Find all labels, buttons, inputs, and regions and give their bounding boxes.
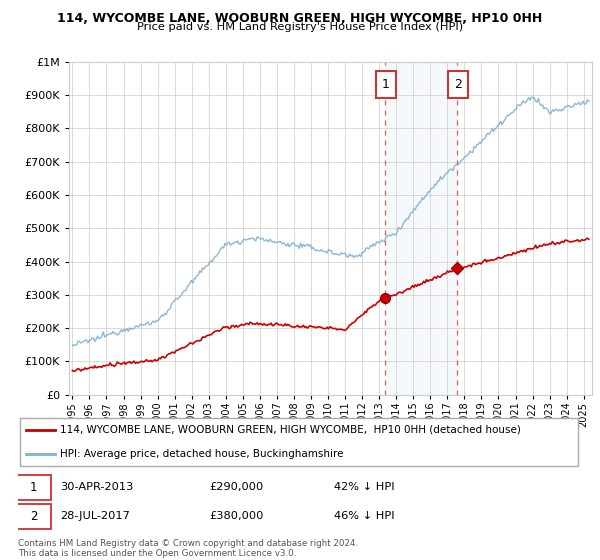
Text: Contains HM Land Registry data © Crown copyright and database right 2024.
This d: Contains HM Land Registry data © Crown c… [18,539,358,558]
Text: HPI: Average price, detached house, Buckinghamshire: HPI: Average price, detached house, Buck… [60,449,344,459]
Text: 46% ↓ HPI: 46% ↓ HPI [334,511,394,521]
FancyBboxPatch shape [376,71,396,98]
Bar [385,62,457,395]
Text: £380,000: £380,000 [210,511,264,521]
Text: 114, WYCOMBE LANE, WOOBURN GREEN, HIGH WYCOMBE,  HP10 0HH (detached house): 114, WYCOMBE LANE, WOOBURN GREEN, HIGH W… [60,425,521,435]
Text: £290,000: £290,000 [210,482,264,492]
Text: 30-APR-2013: 30-APR-2013 [60,482,134,492]
Text: 28-JUL-2017: 28-JUL-2017 [60,511,130,521]
Text: 1: 1 [30,481,38,494]
Text: 2: 2 [454,78,462,91]
Text: 1: 1 [382,78,390,91]
Text: Price paid vs. HM Land Registry's House Price Index (HPI): Price paid vs. HM Land Registry's House … [137,22,463,32]
Text: 2: 2 [30,510,38,522]
FancyBboxPatch shape [16,475,51,500]
Text: 114, WYCOMBE LANE, WOOBURN GREEN, HIGH WYCOMBE, HP10 0HH: 114, WYCOMBE LANE, WOOBURN GREEN, HIGH W… [58,12,542,25]
FancyBboxPatch shape [16,503,51,529]
FancyBboxPatch shape [448,71,468,98]
Text: 42% ↓ HPI: 42% ↓ HPI [334,482,394,492]
FancyBboxPatch shape [20,418,578,466]
